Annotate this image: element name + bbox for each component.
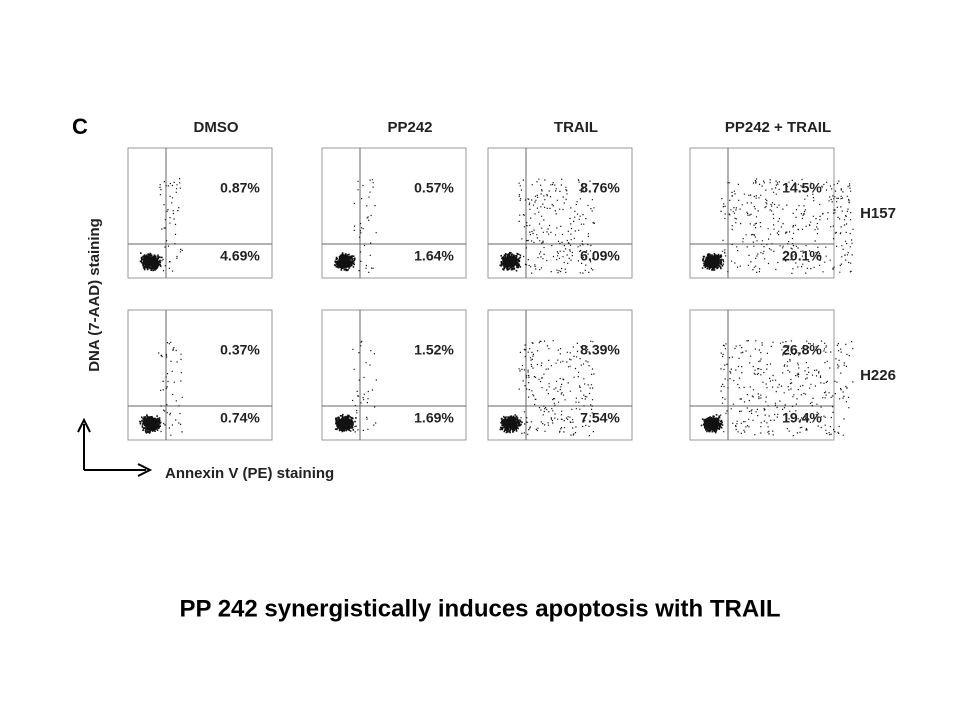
flow-plot: 0.37% 0.74% bbox=[127, 309, 273, 441]
upper-right-percent: 0.57% bbox=[414, 180, 454, 196]
flow-plot: 1.52% 1.69% bbox=[321, 309, 467, 441]
plot-frame bbox=[487, 147, 633, 279]
lower-right-percent: 4.69% bbox=[220, 248, 260, 264]
lower-right-percent: 20.1% bbox=[782, 248, 822, 264]
lower-right-percent: 6.09% bbox=[580, 248, 620, 264]
plot-frame bbox=[689, 309, 835, 441]
column-title: PP242 + TRAIL bbox=[725, 119, 831, 136]
flow-plot: 14.5% 20.1% bbox=[689, 147, 854, 279]
plot-frame bbox=[127, 147, 273, 279]
scatter-dots bbox=[139, 178, 183, 272]
scatter-dots bbox=[499, 340, 595, 437]
y-arrow bbox=[77, 417, 91, 470]
scatter-dots bbox=[499, 178, 595, 274]
upper-right-percent: 0.87% bbox=[220, 180, 260, 196]
lower-right-percent: 1.64% bbox=[414, 248, 454, 264]
flow-plot: 0.87% 4.69% bbox=[127, 147, 273, 279]
lower-right-percent: 7.54% bbox=[580, 410, 620, 426]
flow-plot: 8.39% 7.54% bbox=[487, 309, 633, 441]
plot-frame bbox=[321, 147, 467, 279]
scatter-dots bbox=[701, 178, 854, 274]
panel-label: C bbox=[72, 114, 88, 139]
row-label: H157 bbox=[860, 205, 896, 222]
column-title: DMSO bbox=[194, 119, 239, 136]
upper-right-percent: 14.5% bbox=[782, 180, 822, 196]
column-title: PP242 bbox=[387, 119, 432, 136]
y-axis-label: DNA (7-AAD) staining bbox=[86, 218, 103, 372]
scatter-dots bbox=[139, 341, 183, 436]
caption: PP 242 synergistically induces apoptosis… bbox=[179, 595, 780, 622]
scatter-dots bbox=[700, 340, 854, 437]
x-arrow bbox=[84, 463, 153, 477]
upper-right-percent: 1.52% bbox=[414, 342, 454, 358]
flow-plot: 0.57% 1.64% bbox=[321, 147, 467, 279]
scatter-dots bbox=[333, 179, 377, 273]
upper-right-percent: 0.37% bbox=[220, 342, 260, 358]
scatter-dots bbox=[334, 340, 377, 433]
upper-right-percent: 8.39% bbox=[580, 342, 620, 358]
x-axis-label: Annexin V (PE) staining bbox=[165, 465, 334, 482]
plot-frame bbox=[127, 309, 273, 441]
plot-frame bbox=[321, 309, 467, 441]
flow-plot: 26.8% 19.4% bbox=[689, 309, 854, 441]
flow-plot: 8.76% 6.09% bbox=[487, 147, 633, 279]
upper-right-percent: 26.8% bbox=[782, 342, 822, 358]
plot-frame bbox=[487, 309, 633, 441]
lower-right-percent: 1.69% bbox=[414, 410, 454, 426]
upper-right-percent: 8.76% bbox=[580, 180, 620, 196]
lower-right-percent: 19.4% bbox=[782, 410, 822, 426]
column-title: TRAIL bbox=[554, 119, 598, 136]
lower-right-percent: 0.74% bbox=[220, 410, 260, 426]
row-label: H226 bbox=[860, 367, 896, 384]
